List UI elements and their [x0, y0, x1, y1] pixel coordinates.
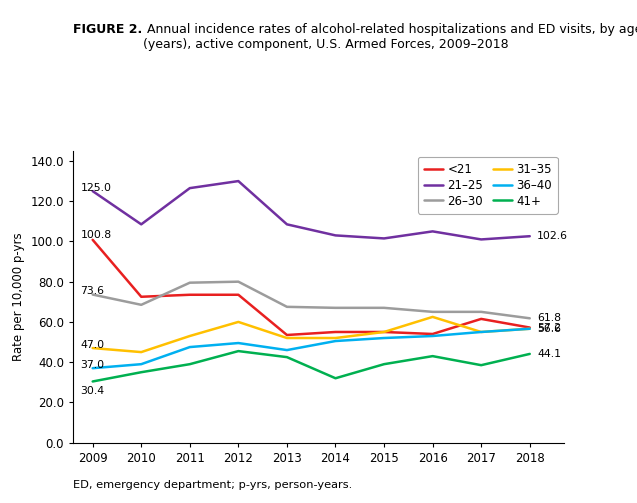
Text: 30.4: 30.4 [80, 385, 104, 395]
Text: 57.2: 57.2 [537, 322, 561, 332]
Text: 73.6: 73.6 [80, 286, 104, 296]
Text: FIGURE 2.: FIGURE 2. [73, 23, 143, 36]
Text: 61.8: 61.8 [537, 313, 561, 323]
Text: 102.6: 102.6 [537, 231, 568, 241]
Legend: <21, 21–25, 26–30, 31–35, 36–40, 41+: <21, 21–25, 26–30, 31–35, 36–40, 41+ [418, 157, 558, 213]
Text: 100.8: 100.8 [80, 230, 111, 240]
Text: 56.6: 56.6 [537, 324, 561, 334]
Y-axis label: Rate per 10,000 p-yrs: Rate per 10,000 p-yrs [12, 232, 25, 361]
Text: Annual incidence rates of alcohol-related hospitalizations and ED visits, by age: Annual incidence rates of alcohol-relate… [143, 23, 637, 51]
Text: 125.0: 125.0 [80, 183, 111, 193]
Text: ED, emergency department; p-yrs, person-years.: ED, emergency department; p-yrs, person-… [73, 480, 352, 490]
Text: 37.0: 37.0 [80, 360, 104, 370]
Text: 44.1: 44.1 [537, 349, 561, 359]
Text: 47.0: 47.0 [80, 340, 104, 350]
